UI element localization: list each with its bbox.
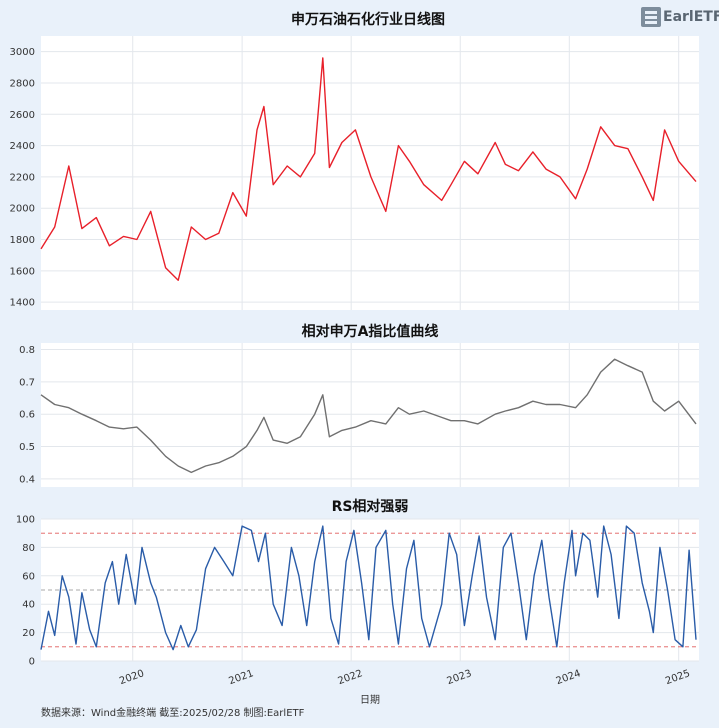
grid-ratio bbox=[41, 343, 699, 487]
y-ticks-ratio: 0.4 0.5 0.6 0.7 0.8 bbox=[19, 345, 35, 485]
series-rs bbox=[40, 525, 697, 651]
x-tick-label: 2020 bbox=[118, 668, 146, 687]
y-tick-label: 1800 bbox=[10, 235, 35, 246]
x-tick-label: 2023 bbox=[446, 668, 474, 687]
y-tick-label: 2600 bbox=[10, 110, 35, 121]
logo-text: EarlETF bbox=[663, 9, 719, 25]
plot-area-ratio bbox=[41, 343, 699, 487]
panel-title-price: 申万石油石化行业日线图 bbox=[291, 11, 445, 28]
y-tick-label: 0.7 bbox=[19, 377, 35, 388]
panel-title-ratio: 相对申万A指比值曲线 bbox=[302, 323, 439, 340]
y-tick-label: 0.6 bbox=[19, 410, 35, 421]
footer-source: 数据来源：Wind金融终端 截至:2025/02/28 制图:EarlETF bbox=[41, 706, 305, 719]
grid-rs bbox=[41, 518, 699, 662]
y-tick-label: 60 bbox=[22, 571, 35, 582]
series-line bbox=[40, 358, 697, 474]
x-axis-label: 日期 bbox=[360, 694, 380, 706]
y-tick-label: 0.8 bbox=[19, 345, 35, 356]
y-tick-label: 2000 bbox=[10, 204, 35, 215]
series-price bbox=[40, 57, 697, 281]
y-tick-label: 20 bbox=[22, 628, 35, 639]
series-ratio bbox=[40, 358, 697, 474]
x-axis-ticks: 2020 2021 2022 2023 2024 2025 bbox=[118, 668, 692, 687]
y-tick-label: 0 bbox=[29, 657, 35, 668]
y-ticks-rs: 0 20 40 60 80 100 bbox=[16, 515, 35, 668]
x-tick-label: 2025 bbox=[664, 668, 692, 687]
grid-price bbox=[41, 36, 699, 310]
y-tick-label: 100 bbox=[16, 515, 35, 526]
y-ticks-price: 1400 1600 1800 2000 2200 2400 2600 2800 3000 bbox=[10, 47, 35, 309]
y-tick-label: 2800 bbox=[10, 78, 35, 89]
y-tick-label: 80 bbox=[22, 543, 35, 554]
y-tick-label: 3000 bbox=[10, 47, 35, 58]
y-tick-label: 2400 bbox=[10, 141, 35, 152]
panel-title-rs: RS相对强弱 bbox=[332, 498, 409, 515]
y-tick-label: 1600 bbox=[10, 266, 35, 277]
y-tick-label: 0.4 bbox=[19, 474, 35, 485]
y-tick-label: 1400 bbox=[10, 298, 35, 309]
x-tick-label: 2022 bbox=[336, 668, 364, 687]
y-tick-label: 2200 bbox=[10, 172, 35, 183]
x-tick-label: 2024 bbox=[555, 668, 583, 687]
y-tick-label: 40 bbox=[22, 600, 35, 611]
y-tick-label: 0.5 bbox=[19, 442, 35, 453]
reference-lines-rs bbox=[41, 532, 699, 648]
x-tick-label: 2021 bbox=[227, 668, 255, 687]
earletf-logo: EarlETF bbox=[641, 7, 719, 27]
series-line bbox=[40, 525, 697, 651]
series-line bbox=[40, 57, 697, 281]
